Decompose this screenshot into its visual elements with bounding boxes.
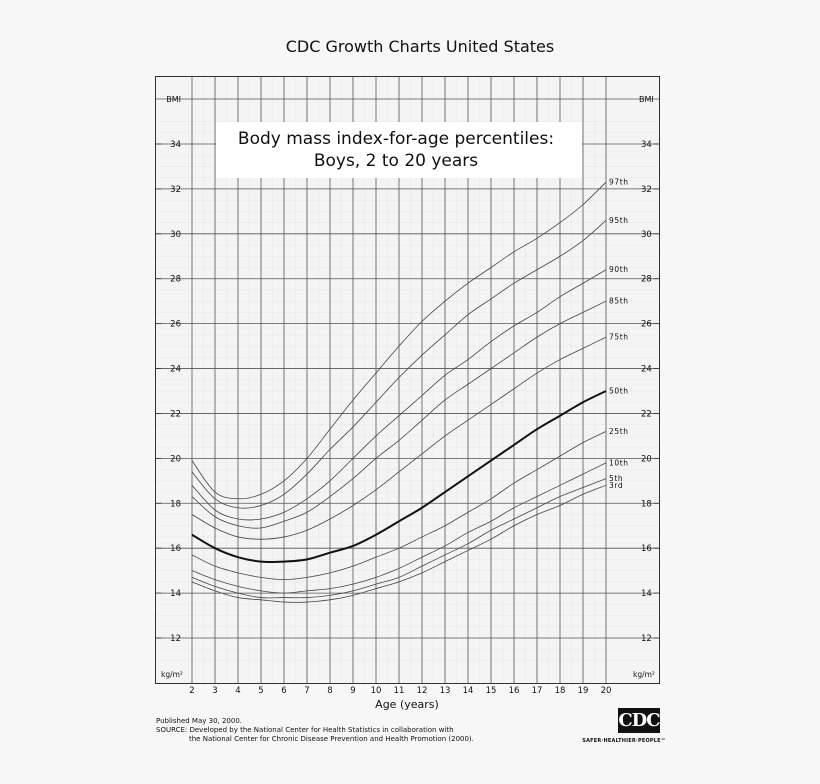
chart-title-box: Body mass index-for-age percentiles:Boys…: [216, 122, 582, 178]
page-title: CDC Growth Charts United States: [285, 37, 555, 56]
chart-title: Body mass index-for-age percentiles:: [238, 129, 554, 149]
y-tick-label-left: 18: [170, 499, 181, 509]
cdc-logo-mark: CDC: [618, 708, 661, 733]
x-tick-label: 20: [601, 686, 612, 696]
x-tick-label: 14: [463, 686, 474, 696]
curve-85th: [191, 300, 607, 529]
published-note: Published May 30, 2000.: [156, 717, 243, 725]
x-tick-label: 15: [486, 686, 497, 696]
y-tick-label-right: 22: [641, 409, 652, 419]
x-tick-label: 16: [509, 686, 520, 696]
x-tick-label: 7: [304, 686, 309, 696]
x-tick-label: 3: [212, 686, 217, 696]
y-tick-label-left: 24: [170, 365, 181, 375]
curve-3rd: [191, 484, 607, 603]
x-tick-label: 8: [327, 686, 332, 696]
chart-subtitle: Boys, 2 to 20 years: [314, 151, 478, 171]
curve-label-25th: 25th: [609, 427, 629, 436]
x-tick-label: 10: [371, 686, 382, 696]
y-tick-label-right: 28: [641, 275, 652, 285]
curve-50th: [191, 390, 607, 564]
y-tick-label-left: 34: [170, 140, 181, 150]
curve-90th: [191, 269, 607, 521]
title-box-background: [216, 122, 582, 178]
curve-label-95th: 95th: [609, 216, 629, 225]
curve-97th: [191, 181, 607, 500]
source-note-cont: the National Center for Chronic Disease …: [189, 735, 474, 743]
curve-label-97th: 97th: [609, 178, 629, 187]
y-tick-label-left: 26: [170, 320, 181, 330]
x-tick-label: 18: [555, 686, 566, 696]
x-tick-label: 19: [578, 686, 589, 696]
x-tick-label: 4: [235, 686, 240, 696]
y-tick-label-left: 22: [170, 409, 181, 419]
curve-5th: [191, 478, 607, 599]
curve-label-90th: 90th: [609, 265, 629, 274]
curve-25th: [191, 431, 607, 581]
curve-label-50th: 50th: [609, 387, 629, 396]
x-tick-label: 5: [258, 686, 263, 696]
y-tick-label-left: 32: [170, 185, 181, 195]
cdc-logo-tagline: SAFER·HEALTHIER·PEOPLE™: [582, 738, 666, 744]
y-tick-label-left: 16: [170, 544, 181, 554]
y-tick-label-right: 34: [641, 140, 652, 150]
source-note: SOURCE: Developed by the National Center…: [156, 726, 454, 734]
curve-75th: [191, 336, 607, 540]
x-tick-label: 12: [417, 686, 428, 696]
plot-frame: [155, 76, 660, 684]
cdc-logo: CDC SAFER·HEALTHIER·PEOPLE™: [556, 708, 666, 748]
y-tick-label-right: 24: [641, 365, 652, 375]
y-axis-label-right: BMI: [639, 95, 654, 104]
y-tick-label-left: 12: [170, 634, 181, 644]
y-tick-label-right: 14: [641, 589, 652, 599]
y-tick-label-right: 20: [641, 454, 652, 464]
y-tick-label-left: 28: [170, 275, 181, 285]
y-unit-label-right: kg/m²: [633, 670, 655, 679]
y-unit-label-left: kg/m²: [161, 670, 183, 679]
curve-label-3rd: 3rd: [609, 481, 623, 490]
x-tick-label: 6: [281, 686, 286, 696]
x-tick-label: 2: [189, 686, 194, 696]
x-tick-label: 11: [394, 686, 405, 696]
y-tick-label-right: 12: [641, 634, 652, 644]
y-tick-label-right: 32: [641, 185, 652, 195]
curve-95th: [191, 220, 607, 509]
x-axis-label: Age (years): [375, 698, 439, 711]
source-footnote: Published May 30, 2000. SOURCE: Develope…: [156, 717, 474, 744]
y-tick-label-right: 30: [641, 230, 652, 240]
x-tick-label: 13: [440, 686, 451, 696]
y-tick-label-left: 20: [170, 454, 181, 464]
curve-10th: [191, 462, 607, 594]
y-tick-label-right: 16: [641, 544, 652, 554]
x-tick-label: 17: [532, 686, 543, 696]
curve-label-85th: 85th: [609, 297, 629, 306]
curve-label-10th: 10th: [609, 458, 629, 467]
y-tick-label-right: 18: [641, 499, 652, 509]
y-axis-label-left: BMI: [166, 95, 181, 104]
y-tick-label-left: 14: [170, 589, 181, 599]
x-tick-label: 9: [350, 686, 355, 696]
y-tick-label-right: 26: [641, 320, 652, 330]
curve-label-5th: 5th: [609, 474, 623, 483]
curve-label-75th: 75th: [609, 333, 629, 342]
y-tick-label-left: 30: [170, 230, 181, 240]
